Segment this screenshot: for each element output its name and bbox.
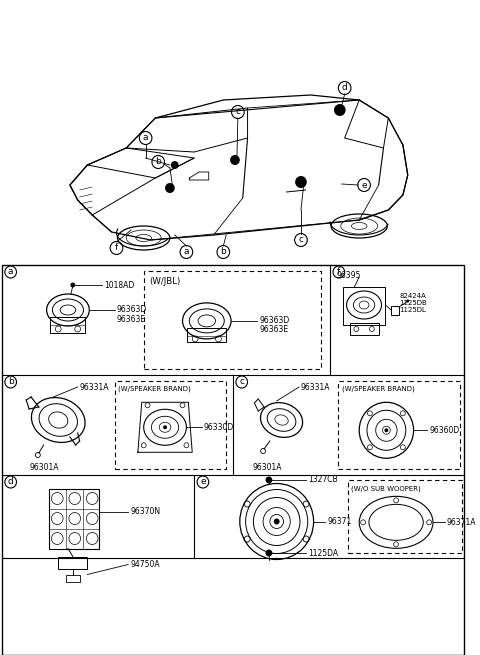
Bar xyxy=(391,306,399,315)
Bar xyxy=(2,265,464,655)
Text: e: e xyxy=(361,181,367,189)
Text: (W/SPEAKER BRAND): (W/SPEAKER BRAND) xyxy=(342,386,415,392)
Circle shape xyxy=(71,282,75,288)
Text: 96371A: 96371A xyxy=(446,518,476,527)
Text: 96363E: 96363E xyxy=(259,326,288,335)
Text: c: c xyxy=(235,107,240,117)
Bar xyxy=(343,287,385,325)
Text: f: f xyxy=(337,267,340,276)
Text: a: a xyxy=(143,134,148,143)
Bar xyxy=(187,328,226,342)
Text: a: a xyxy=(8,267,13,276)
Text: c: c xyxy=(239,377,244,386)
Text: 96301A: 96301A xyxy=(252,462,282,472)
Text: 1018AD: 1018AD xyxy=(104,280,134,290)
Circle shape xyxy=(265,550,272,557)
Circle shape xyxy=(265,476,272,483)
Circle shape xyxy=(295,176,307,188)
Text: (W/JBL): (W/JBL) xyxy=(149,277,181,286)
Text: (W/SPEAKER BRAND): (W/SPEAKER BRAND) xyxy=(119,386,191,392)
Bar xyxy=(66,574,80,582)
Text: (W/O SUB WOOPER): (W/O SUB WOOPER) xyxy=(351,485,421,491)
Text: b: b xyxy=(8,377,13,386)
Circle shape xyxy=(274,519,279,525)
Text: 96360D: 96360D xyxy=(429,426,459,435)
Text: a: a xyxy=(184,248,189,257)
Text: b: b xyxy=(220,248,226,257)
Text: d: d xyxy=(342,83,348,92)
Text: 96330D: 96330D xyxy=(204,422,234,432)
Text: 94750A: 94750A xyxy=(130,560,160,569)
Text: 96371: 96371 xyxy=(327,517,351,526)
Text: 96363D: 96363D xyxy=(117,305,147,314)
Text: 96395: 96395 xyxy=(337,271,361,280)
Circle shape xyxy=(165,183,175,193)
Bar xyxy=(144,271,321,369)
Text: f: f xyxy=(115,244,118,252)
Text: e: e xyxy=(200,477,206,487)
Text: 96370N: 96370N xyxy=(130,507,160,516)
Bar xyxy=(348,480,462,553)
Bar xyxy=(338,381,460,469)
Text: 96331A: 96331A xyxy=(301,383,330,392)
Text: c: c xyxy=(299,236,303,244)
Text: 1125DB: 1125DB xyxy=(399,300,427,306)
Text: 96301A: 96301A xyxy=(29,462,59,472)
Text: 82424A: 82424A xyxy=(399,293,426,299)
Bar xyxy=(115,381,226,469)
Circle shape xyxy=(384,428,388,432)
Text: 1327CB: 1327CB xyxy=(308,476,337,485)
Circle shape xyxy=(406,299,409,303)
Text: d: d xyxy=(8,477,13,487)
Circle shape xyxy=(334,104,346,116)
Bar xyxy=(48,489,99,548)
Circle shape xyxy=(230,155,240,165)
Text: 96331A: 96331A xyxy=(80,383,109,392)
Bar xyxy=(349,323,379,335)
Text: 96363E: 96363E xyxy=(117,314,145,324)
Bar xyxy=(58,557,87,569)
Circle shape xyxy=(163,425,167,429)
Text: b: b xyxy=(156,157,161,166)
Bar xyxy=(50,317,85,333)
Text: 1125DL: 1125DL xyxy=(399,307,426,313)
Text: 96363D: 96363D xyxy=(259,316,289,326)
Text: 1125DA: 1125DA xyxy=(308,548,338,557)
Circle shape xyxy=(171,161,179,169)
